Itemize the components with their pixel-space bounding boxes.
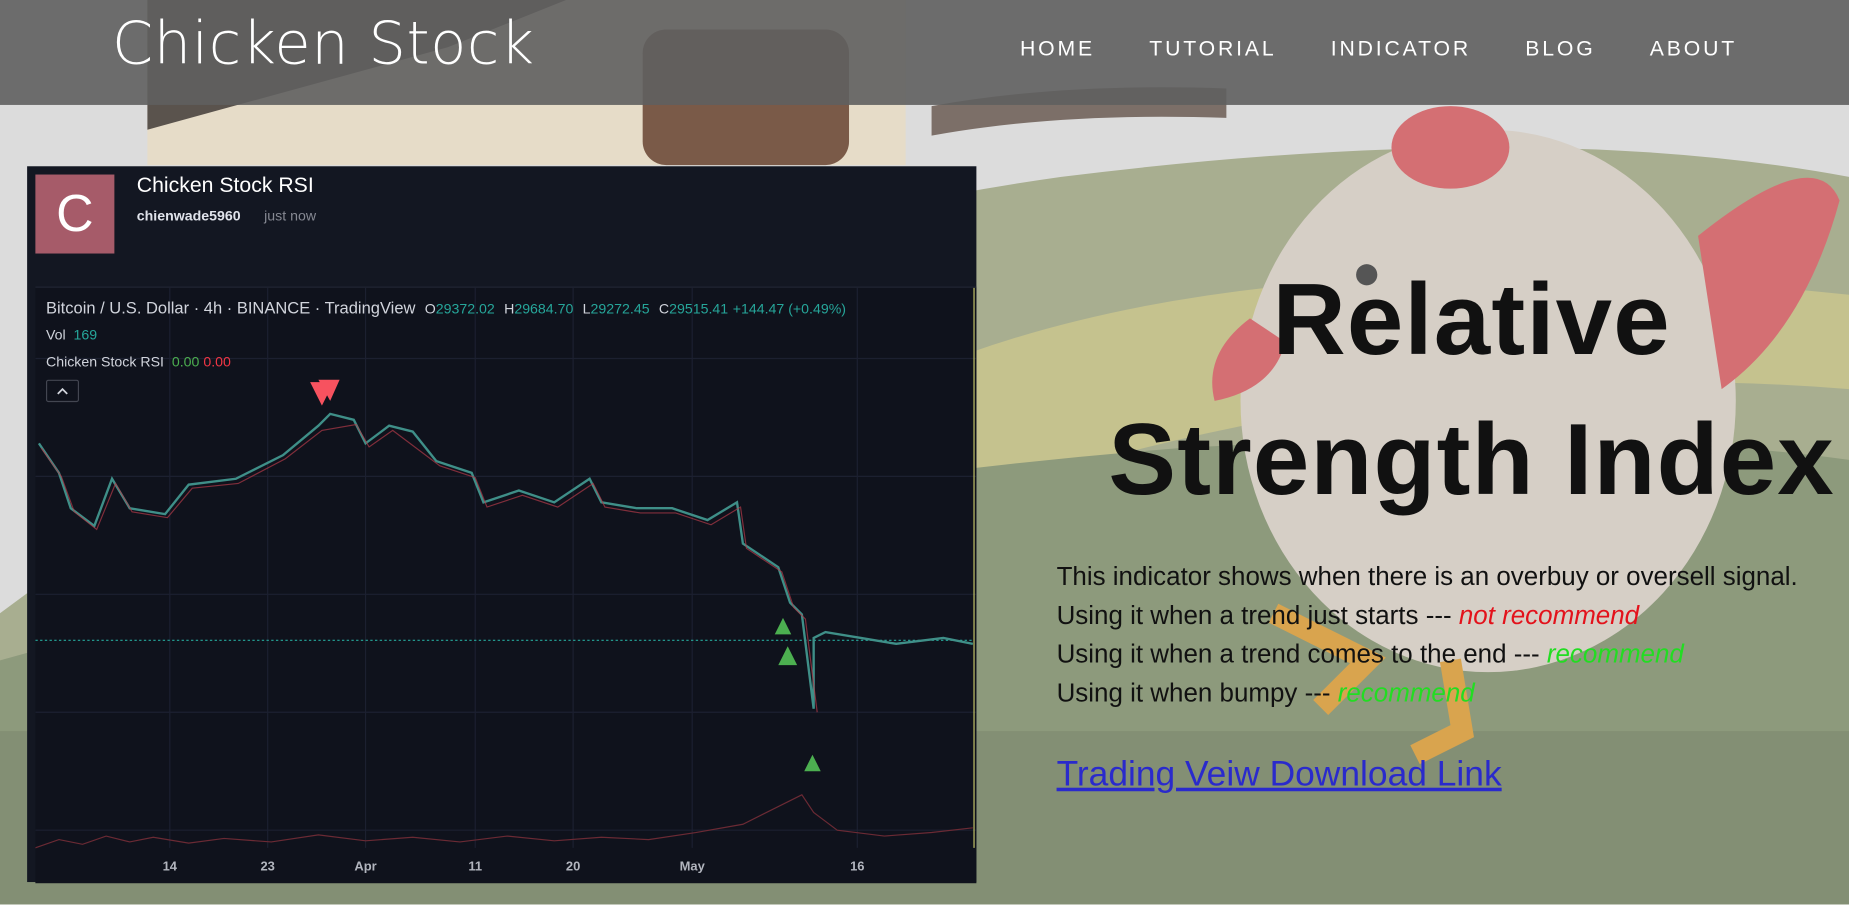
- nav-link[interactable]: HOME: [1020, 36, 1096, 61]
- ohlc-value: 29515.41: [669, 300, 729, 318]
- chevron: [57, 387, 68, 395]
- indicator-value: 0.00: [203, 353, 231, 371]
- avatar: C: [35, 174, 115, 254]
- time: just now: [264, 207, 317, 225]
- x-label: May: [679, 859, 705, 874]
- legend-symbol: Bitcoin / U.S. Dollar · 4h · BINANCE · T…: [46, 298, 846, 317]
- ohlc-value: 29684.70: [514, 300, 574, 318]
- ohlc-label: L: [582, 300, 591, 318]
- brand[interactable]: Chicken Stock: [112, 9, 535, 78]
- download-link[interactable]: Trading Veiw Download Link: [1056, 754, 1502, 794]
- indicator-name: Chicken Stock RSI: [45, 353, 164, 371]
- article-body: This indicator shows when there is an ov…: [1057, 557, 1829, 713]
- usage-text: Using it when bumpy ---: [1056, 678, 1331, 708]
- usage-line: Using it when a trend just starts --- no…: [1057, 596, 1829, 635]
- chart: Bitcoin / U.S. Dollar · 4h · BINANCE · T…: [35, 286, 977, 884]
- header: Chicken Stock HOME TUTORIAL INDICATOR BL…: [0, 0, 1849, 105]
- indicator-value: 0.00: [171, 353, 200, 371]
- usage-line: Using it when bumpy --- recommend: [1057, 673, 1829, 712]
- x-label: Apr: [354, 859, 377, 874]
- author[interactable]: chienwade5960: [136, 207, 241, 225]
- verdict: recommend: [1337, 678, 1475, 708]
- x-label: 23: [260, 859, 275, 874]
- ohlc-label: O: [424, 300, 436, 318]
- ohlc-value: 29272.45: [590, 300, 650, 318]
- ohlc-label: C: [658, 300, 670, 318]
- price-chart: [35, 287, 977, 849]
- x-label: 20: [565, 859, 581, 874]
- nav-link[interactable]: INDICATOR: [1330, 36, 1472, 61]
- article-title: Relative Strength Index: [1108, 262, 1835, 517]
- ohlc-value: 29372.02: [435, 300, 495, 318]
- ohlc-label: H: [504, 300, 515, 318]
- nav-link[interactable]: BLOG: [1525, 36, 1596, 61]
- legend-indicator: Chicken Stock RSI 0.00 0.00: [46, 354, 231, 371]
- chart-widget[interactable]: C Chicken Stock RSI chienwade5960 just n…: [27, 166, 977, 884]
- description: This indicator shows when there is an ov…: [1056, 561, 1798, 591]
- x-label: 16: [850, 859, 865, 874]
- nav-link[interactable]: TUTORIAL: [1149, 36, 1277, 61]
- verdict: recommend: [1546, 639, 1684, 669]
- nav: HOME TUTORIAL INDICATOR BLOG ABOUT: [1020, 37, 1737, 62]
- legend-volume: Vol 169: [46, 327, 97, 344]
- usage-text: Using it when a trend just starts ---: [1056, 600, 1452, 630]
- nav-link[interactable]: ABOUT: [1649, 36, 1738, 61]
- verdict: not recommend: [1458, 600, 1640, 630]
- usage-line: Using it when a trend comes to the end -…: [1057, 634, 1829, 673]
- volume-value: 169: [73, 326, 98, 344]
- change: +144.47 (+0.49%): [732, 300, 847, 318]
- x-label: 11: [468, 859, 483, 874]
- collapse-button[interactable]: [45, 379, 80, 403]
- widget-title[interactable]: Chicken Stock RSI: [136, 173, 314, 197]
- x-label: 14: [162, 859, 178, 874]
- volume-label: Vol: [45, 326, 66, 344]
- symbol: Bitcoin / U.S. Dollar · 4h · BINANCE · T…: [45, 298, 416, 318]
- usage-text: Using it when a trend comes to the end -…: [1056, 639, 1540, 669]
